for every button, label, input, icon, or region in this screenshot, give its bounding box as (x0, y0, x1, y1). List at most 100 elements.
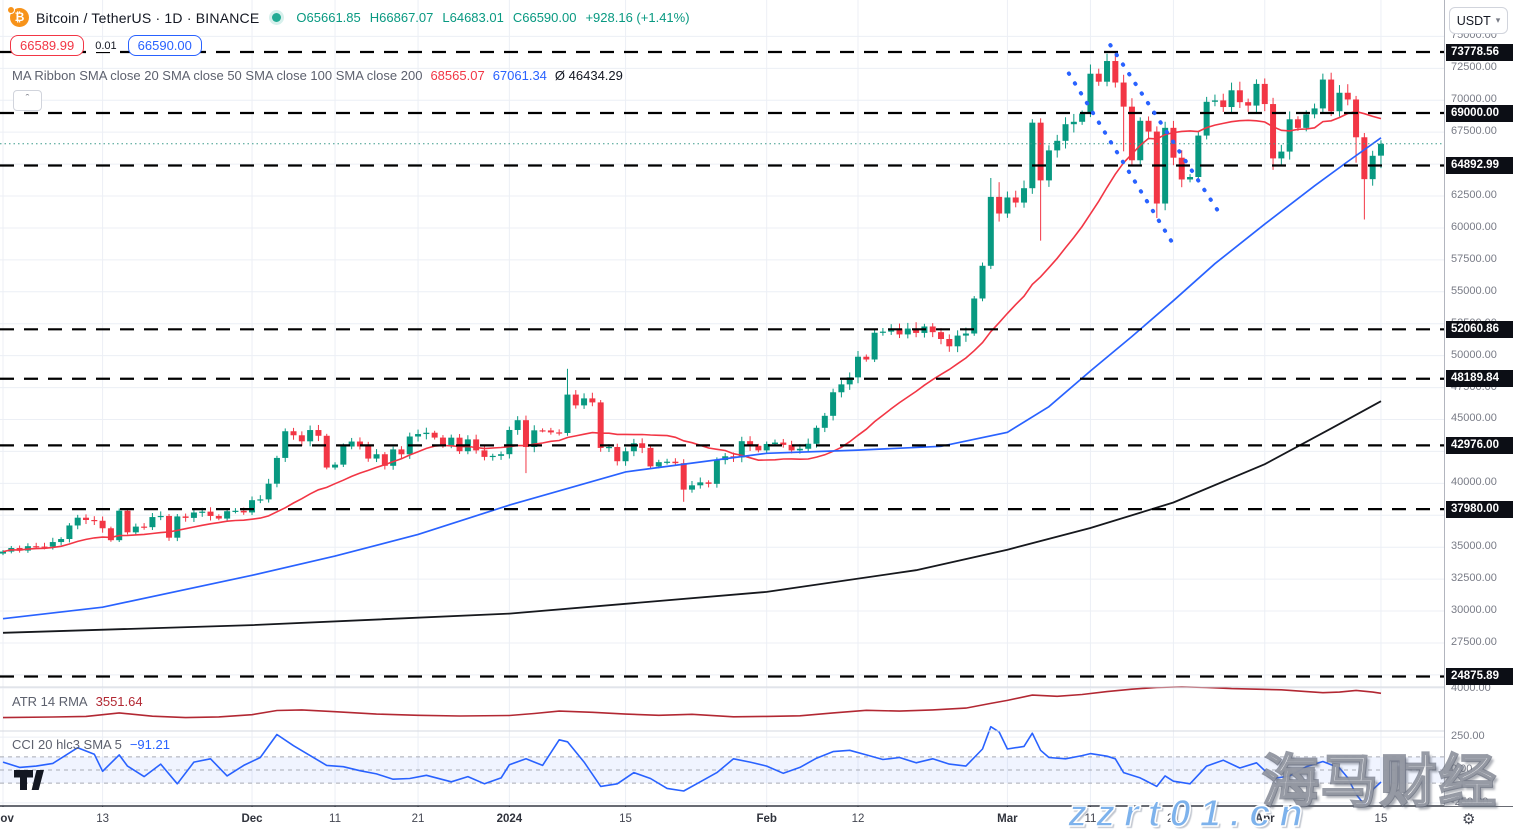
candle-body (41, 546, 48, 548)
candle-body (846, 377, 853, 385)
candle-body (539, 430, 546, 432)
time-tick-label: 21 (411, 813, 425, 825)
candle-body (556, 432, 563, 434)
chevron-down-icon: ▾ (1495, 15, 1501, 25)
candle-body (830, 392, 837, 416)
candle-body (763, 443, 770, 451)
candle-body (498, 454, 505, 456)
candle-body (473, 439, 480, 451)
candle-body (66, 525, 73, 540)
candle-body (1294, 119, 1301, 128)
candle-body (232, 510, 239, 512)
cci-label[interactable]: CCI 20 hlc3 SMA 5 (12, 737, 122, 752)
candle-body (1104, 61, 1111, 82)
candle-body (249, 500, 256, 513)
candle-body (622, 451, 629, 462)
currency-selector[interactable]: USDT ▾ (1449, 7, 1508, 34)
ma-ribbon-legend: MA Ribbon SMA close 20 SMA close 50 SMA … (12, 68, 623, 83)
gear-icon[interactable]: ⚙ (1462, 811, 1476, 828)
price-tick-label: 72500.00 (1451, 61, 1497, 74)
atr-tick-label: 4000.00 (1451, 682, 1491, 694)
candles-layer (0, 52, 1384, 556)
price-level-badge: 37980.00 (1446, 500, 1513, 518)
sma50-line (2, 137, 1382, 620)
candle-body (215, 515, 222, 519)
time-tick-label: Feb (756, 813, 777, 825)
candle-body (16, 547, 23, 551)
candle-body (796, 448, 803, 451)
candle-body (1037, 122, 1044, 181)
candle-body (813, 427, 820, 444)
candle-body (431, 432, 438, 438)
time-axis[interactable]: Nov 13 Dec 11 21 2024 15 Feb 12 Mar 11 21 Apr 15 (0, 807, 1513, 834)
candle-body (713, 460, 720, 484)
atr-legend: ATR 14 RMA 3551.64 (12, 694, 143, 709)
ma-ribbon-label[interactable]: MA Ribbon SMA close 20 SMA close 50 SMA … (12, 68, 423, 83)
candle-body (1228, 90, 1235, 108)
price-tick-label: 60000.00 (1451, 220, 1497, 233)
trendline[interactable] (1108, 43, 1221, 214)
candle-body (514, 420, 521, 430)
price-tick-label: 67500.00 (1451, 125, 1497, 138)
candle-body (1270, 104, 1277, 159)
ohlc-high: H66867.07 (369, 10, 434, 25)
symbol-title[interactable]: Bitcoin / TetherUS · 1D · BINANCE (36, 9, 260, 26)
candle-body (74, 517, 81, 526)
sma20-line (2, 110, 1382, 553)
candle-body (99, 520, 106, 529)
collapse-legend-button[interactable]: ˆ (13, 90, 42, 111)
trendline[interactable] (1066, 71, 1179, 252)
candle-body (290, 431, 297, 436)
candle-body (738, 441, 745, 458)
candle-body (157, 515, 164, 518)
candle-body (390, 449, 397, 466)
ohlc-values: O65661.85 H66867.07 L64683.01 C66590.00 … (296, 10, 689, 25)
candle-body (207, 511, 214, 516)
candle-body (929, 326, 936, 333)
brand-watermark: 海马财经 (1261, 748, 1498, 816)
candle-body (788, 444, 795, 451)
candle-body (896, 328, 903, 335)
candle-body (855, 356, 862, 378)
candle-body (755, 445, 762, 451)
candle-body (614, 446, 621, 462)
candle-body (58, 539, 65, 543)
buy-price-button[interactable]: 66590.00 (127, 35, 202, 56)
price-tick-label: 55000.00 (1451, 284, 1497, 297)
atr-line (2, 685, 1382, 719)
candle-body (913, 328, 920, 333)
candle-body (132, 526, 139, 533)
candle-body (664, 461, 671, 463)
candle-body (1236, 90, 1243, 103)
candle-body (1195, 135, 1202, 177)
cci-line (2, 725, 1382, 806)
candle-body (1004, 197, 1011, 214)
candle-body (1137, 120, 1144, 161)
sell-price-button[interactable]: 66589.99 (10, 35, 85, 56)
candle-body (987, 196, 994, 266)
price-level-badge: 42976.00 (1446, 436, 1513, 454)
candle-body (381, 454, 388, 466)
candle-body (1112, 61, 1119, 83)
price-tick-label: 40000.00 (1451, 476, 1497, 489)
candle-body (1220, 100, 1227, 108)
candle-body (904, 328, 911, 335)
tradingview-logo-icon[interactable] (14, 770, 48, 790)
candle-body (182, 516, 189, 518)
candle-body (1187, 176, 1194, 180)
price-axis[interactable]: 75000.0072500.0070000.0067500.0065000.00… (1444, 0, 1513, 808)
candle-body (298, 435, 305, 442)
candle-body (954, 335, 961, 347)
price-tick-label: 45000.00 (1451, 412, 1497, 425)
atr-label[interactable]: ATR 14 RMA (12, 694, 88, 709)
candle-body (91, 519, 98, 522)
candle-body (199, 511, 206, 513)
time-tick-label: Dec (241, 813, 263, 825)
candle-body (348, 441, 355, 447)
cci-legend: CCI 20 hlc3 SMA 5 −91.21 (12, 737, 170, 752)
candle-body (879, 331, 886, 333)
ohlc-open: O65661.85 (296, 10, 361, 25)
candle-body (224, 511, 231, 519)
candle-body (116, 510, 123, 541)
